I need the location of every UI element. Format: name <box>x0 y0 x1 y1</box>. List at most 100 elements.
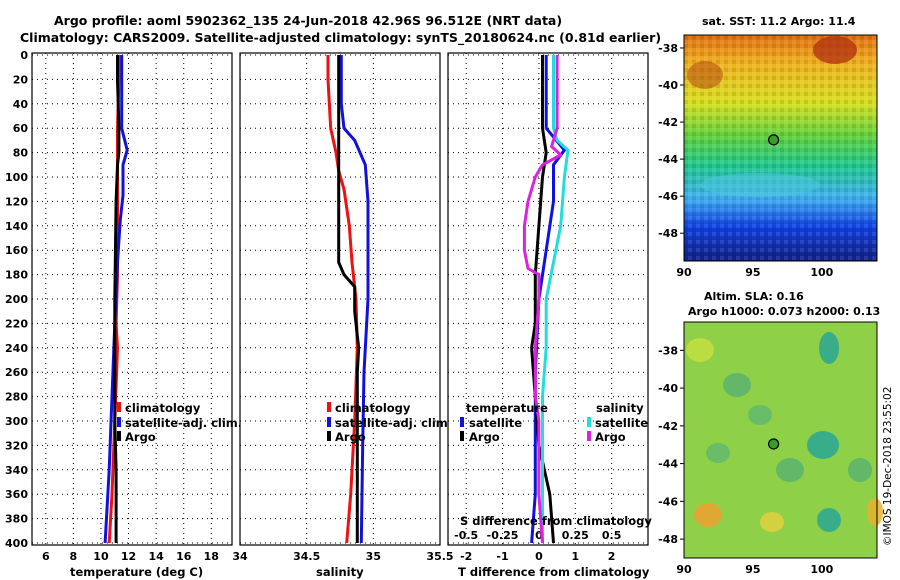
temperature-legend: climatology satellite-adj. clim. Argo <box>117 401 242 444</box>
legend-swatch-argo <box>117 431 121 441</box>
sla-high-patch <box>694 503 722 527</box>
sla-low-patch <box>723 373 751 397</box>
depth-tick-label: 280 <box>5 391 28 404</box>
x-tick-label: 1 <box>571 550 579 563</box>
legend-label-t-satellite: satellite <box>469 416 522 430</box>
s-difference-tick-labels: -0.5 -0.25 0 0.25 0.5 <box>454 529 621 542</box>
depth-tick-label: 200 <box>5 293 28 306</box>
salinity-axis-label: salinity <box>316 565 364 579</box>
legend-label-argo: Argo <box>125 430 156 444</box>
salinity-legend: climatology satellite-adj. clim. Argo <box>327 401 452 444</box>
legend-label-argo: Argo <box>335 430 366 444</box>
x-tick-label: 10 <box>93 550 109 563</box>
x-tick-label: 18 <box>204 550 219 563</box>
lon-tick-label: 95 <box>745 563 760 576</box>
legend-title-salinity: salinity <box>596 401 644 415</box>
lat-tick-label: -46 <box>658 495 678 508</box>
legend-swatch-satellite-adj <box>327 417 331 427</box>
sla-high-patch <box>760 512 784 532</box>
lat-tick-label: -40 <box>658 382 678 395</box>
sla-low-patch <box>817 508 841 532</box>
x-tick-label: 0 <box>535 550 543 563</box>
imos-credit: ©IMOS 19-Dec-2018 23:55:02 <box>882 387 894 546</box>
s-diff-tick-label: 0.25 <box>562 529 589 542</box>
sst-map-image <box>684 35 877 261</box>
depth-tick-label: 140 <box>5 220 28 233</box>
argo-location-marker <box>768 134 780 146</box>
legend-swatch-argo <box>327 431 331 441</box>
series-line-climatology <box>326 55 359 544</box>
lon-tick-label: 100 <box>810 266 833 279</box>
temperature-difference-legend: temperature satellite Argo <box>460 401 548 444</box>
legend-label-satellite-adj: satellite-adj. clim. <box>125 416 242 430</box>
lat-tick-label: -46 <box>658 190 678 203</box>
x-tick-label: -1 <box>496 550 508 563</box>
s-difference-axis-label: S difference from climatology <box>460 514 652 528</box>
legend-swatch-satellite-adj <box>117 417 121 427</box>
depth-tick-label: 40 <box>13 98 29 111</box>
depth-tick-label: 180 <box>5 269 28 282</box>
depth-tick-label: 300 <box>5 415 28 428</box>
lat-tick-label: -42 <box>658 420 678 433</box>
legend-swatch-t-argo <box>460 431 464 441</box>
lat-tick-label: -44 <box>658 458 678 471</box>
depth-tick-label: 0 <box>20 49 28 62</box>
sla-low-patch <box>848 458 872 482</box>
x-tick-label: 34.5 <box>293 550 320 563</box>
s-diff-tick-label: -0.25 <box>487 529 519 542</box>
depth-tick-label: 220 <box>5 317 28 330</box>
legend-label-climatology: climatology <box>125 401 201 415</box>
depth-tick-label: 340 <box>5 464 28 477</box>
series-line-s-argo <box>522 55 563 544</box>
t-difference-tick-labels: -2 -1 0 1 2 <box>460 550 615 563</box>
legend-swatch-climatology <box>327 402 331 412</box>
temperature-series <box>103 55 129 544</box>
lat-tick-label: -42 <box>658 116 678 129</box>
x-tick-label: 12 <box>121 550 136 563</box>
legend-label-satellite-adj: satellite-adj. clim. <box>335 416 452 430</box>
difference-panel: -2 -1 0 1 2 -0.5 -0.25 0 0.25 0.5 S difference f… <box>447 52 652 579</box>
lat-tick-label: -48 <box>658 227 678 240</box>
temperature-axis-label: temperature (deg C) <box>70 565 203 579</box>
legend-swatch-s-argo <box>587 431 591 441</box>
s-diff-tick-label: 0.5 <box>602 529 622 542</box>
depth-tick-label: 260 <box>5 366 28 379</box>
depth-tick-label: 60 <box>13 122 29 135</box>
sla-low-patch <box>807 431 839 459</box>
sst-map-title: sat. SST: 11.2 Argo: 11.4 <box>702 15 856 28</box>
sla-low-patch <box>706 443 730 463</box>
depth-tick-label: 400 <box>5 537 28 550</box>
sla-lat-tick-labels: -38 -40 -42 -44 -46 -48 <box>658 344 684 546</box>
title-line-2: Climatology: CARS2009. Satellite-adjuste… <box>20 30 661 46</box>
x-tick-label: 2 <box>608 550 616 563</box>
legend-swatch-climatology <box>117 402 121 412</box>
sst-map-frame <box>683 34 878 262</box>
sst-lon-tick-labels: 90 95 100 <box>676 266 833 279</box>
sla-map-panel: Altim. SLA: 0.16 Argo h1000: 0.073 h2000… <box>658 290 883 576</box>
x-tick-label: -2 <box>460 550 472 563</box>
salinity-series <box>326 55 370 544</box>
lon-tick-label: 95 <box>745 266 760 279</box>
lon-tick-label: 90 <box>676 266 692 279</box>
sla-map-title-line-1: Altim. SLA: 0.16 <box>704 290 804 303</box>
sla-low-patch <box>819 332 839 364</box>
depth-tick-label: 120 <box>5 195 28 208</box>
sla-low-patch <box>748 405 772 425</box>
series-line-s-satellite <box>541 55 570 543</box>
series-line-argo <box>337 55 361 543</box>
salinity-difference-legend: salinity satellite Argo <box>587 401 648 444</box>
series-line-t-argo <box>530 55 555 544</box>
argo-location-marker <box>768 438 780 450</box>
depth-tick-label: 240 <box>5 342 28 355</box>
sst-front-band <box>700 173 820 197</box>
lat-tick-label: -44 <box>658 153 678 166</box>
sla-map-image <box>684 322 883 558</box>
x-tick-label: 16 <box>176 550 192 563</box>
legend-title-temperature: temperature <box>466 401 548 415</box>
sla-low-patch <box>776 458 804 482</box>
legend-swatch-t-satellite <box>460 417 464 427</box>
depth-tick-labels: 0 20 40 60 80 100 120 140 160 180 200 220 240 260 280 3… <box>5 49 28 550</box>
depth-tick-label: 20 <box>13 73 29 86</box>
s-diff-tick-label: -0.5 <box>454 529 478 542</box>
legend-label-t-argo: Argo <box>469 430 500 444</box>
